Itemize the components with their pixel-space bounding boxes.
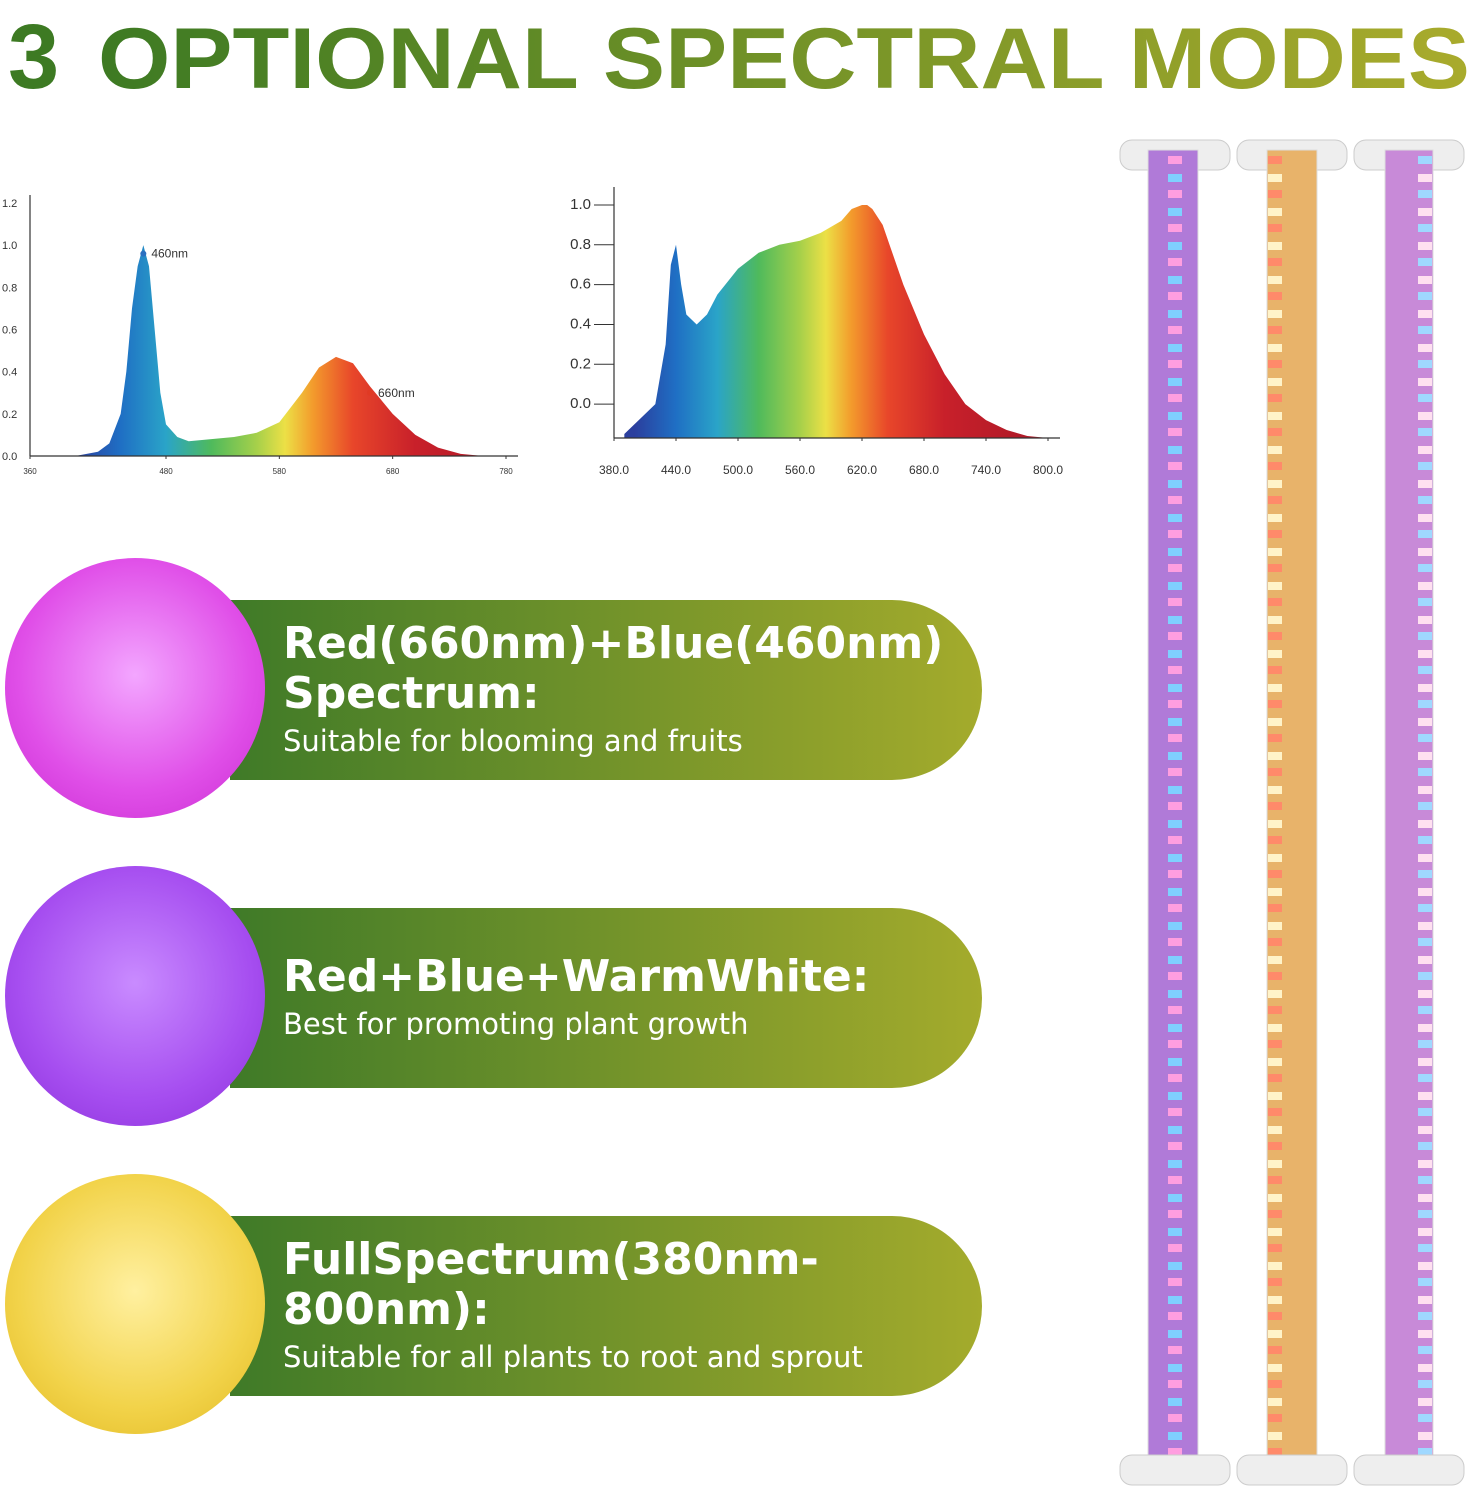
mode-description: Best for promoting plant growth [283,1007,749,1041]
y-tick-label: 0.4 [570,315,591,332]
annotation-label: 460nm [151,247,188,261]
x-tick-label: 500.0 [723,463,753,477]
y-tick-label: 0.0 [2,451,17,463]
x-tick-label: 580 [273,467,287,476]
mode-pill: FullSpectrum(380nm-800nm): Suitable for … [230,1216,982,1396]
x-tick-label: 800.0 [1033,463,1063,477]
mode-pill: Red(660nm)+Blue(460nm) Spectrum: Suitabl… [230,600,982,780]
mode-title: Red+Blue+WarmWhite: [283,951,870,1002]
y-tick-label: 0.6 [2,325,17,337]
x-tick-label: 560.0 [785,463,815,477]
mode-title: FullSpectrum(380nm-800nm): [283,1234,819,1335]
x-tick-label: 680 [386,467,400,476]
mode-description: Suitable for all plants to root and spro… [283,1340,863,1374]
x-tick-label: 360 [23,467,37,476]
x-tick-label: 780 [499,467,513,476]
x-tick-label: 620.0 [847,463,877,477]
mode-description: Suitable for blooming and fruits [283,724,743,758]
annotation-dot [140,250,147,257]
y-tick-label: 0.8 [2,282,17,294]
spectrum-chart: 0.0 0.2 0.4 0.6 0.8 1.0 380.0 440.0 500.0 560.0 62… [570,187,1063,477]
x-tick-label: 680.0 [909,463,939,477]
y-tick-label: 1.2 [2,198,17,210]
y-tick-label: 0.6 [570,276,591,293]
y-tick-label: 1.0 [2,240,17,252]
mode-image [5,558,265,818]
x-tick-label: 380.0 [599,463,629,477]
x-tick-label: 740.0 [971,463,1001,477]
y-tick-label: 0.4 [2,367,17,379]
x-tick-label: 440.0 [661,463,691,477]
y-tick-label: 0.0 [570,395,591,412]
x-tick-label: 480 [159,467,173,476]
light-bars [1119,139,1465,1486]
spectrum-chart: 0.0 0.2 0.4 0.6 0.8 1.0 1.2 360 480 580 680 780 460n… [2,195,518,476]
mode-image [5,1174,265,1434]
spectrum-area [75,245,484,456]
y-tick-label: 0.2 [570,355,591,372]
annotation-label: 660nm [378,386,415,400]
mode-title: Red(660nm)+Blue(460nm) Spectrum: [283,618,944,719]
y-tick-label: 1.0 [570,196,591,213]
spectrum-area [624,204,1048,438]
mode-image [5,866,265,1126]
header-number: 3 [8,6,59,108]
annotation-dot [367,389,373,396]
header-title: OPTIONAL SPECTRAL MODES [98,11,1470,107]
mode-pill: Red+Blue+WarmWhite: Best for promoting p… [230,908,982,1088]
y-tick-label: 0.2 [2,409,17,421]
y-tick-label: 0.8 [570,236,591,253]
